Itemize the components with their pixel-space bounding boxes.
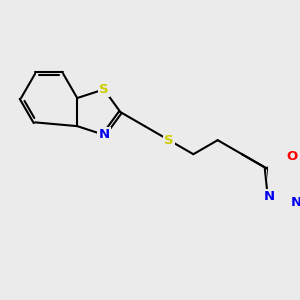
Text: S: S	[99, 83, 109, 96]
Text: O: O	[286, 150, 298, 163]
Text: N: N	[291, 196, 300, 208]
Text: N: N	[264, 190, 275, 203]
Text: N: N	[98, 128, 110, 141]
Text: S: S	[164, 134, 174, 147]
